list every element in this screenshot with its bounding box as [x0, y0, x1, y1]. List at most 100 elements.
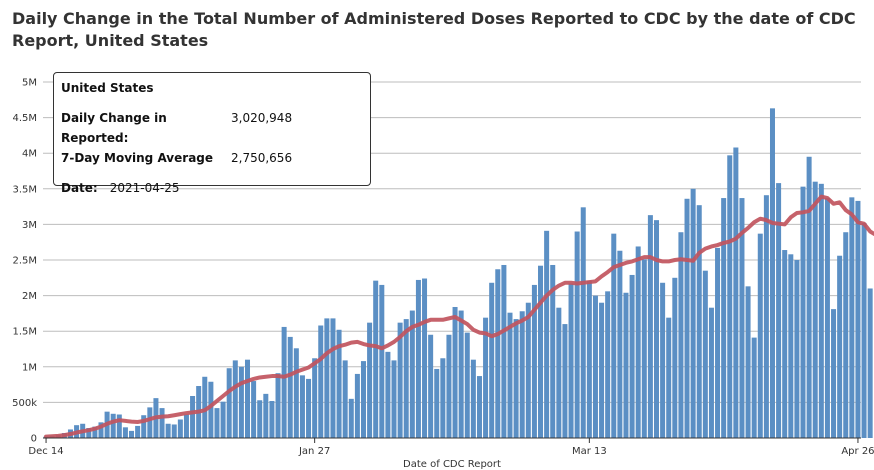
bar[interactable] [336, 329, 342, 438]
bar[interactable] [855, 200, 861, 438]
bar[interactable] [348, 398, 354, 438]
bar[interactable] [141, 415, 147, 438]
bar[interactable] [708, 307, 714, 438]
bar[interactable] [556, 307, 562, 438]
bar[interactable] [745, 286, 751, 438]
bar[interactable] [507, 312, 513, 438]
bar[interactable] [623, 292, 629, 438]
bar[interactable] [592, 295, 598, 438]
bar[interactable] [397, 322, 403, 438]
bar[interactable] [409, 310, 415, 438]
bar[interactable] [281, 326, 287, 438]
bar[interactable] [318, 325, 324, 439]
bar[interactable] [476, 376, 482, 438]
bar[interactable] [794, 260, 800, 438]
bar[interactable] [177, 419, 183, 438]
bar[interactable] [739, 198, 745, 438]
bar[interactable] [519, 311, 525, 438]
bar[interactable] [373, 280, 379, 438]
bar[interactable] [98, 422, 104, 438]
bar[interactable] [86, 428, 92, 438]
bar[interactable] [824, 198, 830, 438]
bar[interactable] [690, 188, 696, 438]
bar[interactable] [568, 283, 574, 439]
bar[interactable] [342, 360, 348, 438]
bar[interactable] [544, 230, 550, 438]
bar[interactable] [702, 270, 708, 438]
bar[interactable] [641, 259, 647, 438]
bar[interactable] [116, 414, 122, 439]
bar[interactable] [733, 147, 739, 439]
bar[interactable] [647, 215, 653, 438]
bar[interactable] [501, 264, 507, 438]
bar[interactable] [245, 359, 251, 438]
bar[interactable] [574, 231, 580, 438]
bar[interactable] [428, 334, 434, 438]
bar[interactable] [678, 232, 684, 438]
bar[interactable] [434, 368, 440, 438]
bar[interactable] [391, 360, 397, 438]
bar[interactable] [458, 310, 464, 438]
bar[interactable] [629, 274, 635, 438]
bar[interactable] [110, 413, 116, 438]
bar[interactable] [605, 291, 611, 438]
bar[interactable] [202, 376, 208, 438]
bar[interactable] [666, 317, 672, 438]
bar[interactable] [422, 278, 428, 438]
bar[interactable] [751, 337, 757, 438]
bar[interactable] [171, 424, 177, 438]
bar[interactable] [354, 373, 360, 438]
bar[interactable] [617, 250, 623, 438]
bar[interactable] [122, 427, 128, 438]
bar[interactable] [818, 183, 824, 438]
bar[interactable] [251, 381, 257, 438]
bar[interactable] [495, 269, 501, 438]
bar[interactable] [599, 302, 605, 438]
bar[interactable] [312, 358, 318, 438]
bar[interactable] [293, 348, 299, 438]
bar[interactable] [550, 264, 556, 438]
bar[interactable] [306, 378, 312, 438]
bar[interactable] [843, 232, 849, 438]
bar[interactable] [269, 400, 275, 438]
bar[interactable] [238, 366, 244, 438]
bar[interactable] [299, 375, 305, 438]
bar[interactable] [385, 351, 391, 438]
bar[interactable] [867, 288, 873, 438]
bar[interactable] [660, 282, 666, 438]
bar[interactable] [684, 198, 690, 438]
bar[interactable] [446, 334, 452, 438]
bar[interactable] [403, 319, 409, 438]
bar[interactable] [135, 425, 141, 438]
bar[interactable] [464, 332, 470, 438]
bar[interactable] [715, 247, 721, 438]
bar[interactable] [782, 250, 788, 438]
bar[interactable] [562, 324, 568, 438]
bar[interactable] [214, 408, 220, 438]
bar[interactable] [776, 183, 782, 438]
bar[interactable] [611, 233, 617, 438]
bar[interactable] [483, 317, 489, 438]
bar[interactable] [360, 361, 366, 438]
bar[interactable] [263, 393, 269, 438]
bar[interactable] [379, 284, 385, 438]
bar[interactable] [190, 395, 196, 438]
bar[interactable] [452, 306, 458, 438]
bar[interactable] [721, 198, 727, 438]
bar[interactable] [226, 368, 232, 438]
bar[interactable] [183, 414, 189, 439]
bar[interactable] [788, 254, 794, 438]
bar[interactable] [696, 205, 702, 438]
bar[interactable] [165, 423, 171, 438]
bar[interactable] [525, 302, 531, 438]
bar[interactable] [654, 220, 660, 438]
bar[interactable] [763, 195, 769, 438]
bar[interactable] [837, 255, 843, 438]
bar[interactable] [257, 400, 263, 438]
bar[interactable] [324, 318, 330, 438]
bar[interactable] [92, 426, 98, 438]
bar[interactable] [861, 222, 867, 438]
bar[interactable] [806, 156, 812, 438]
bar[interactable] [769, 108, 775, 438]
